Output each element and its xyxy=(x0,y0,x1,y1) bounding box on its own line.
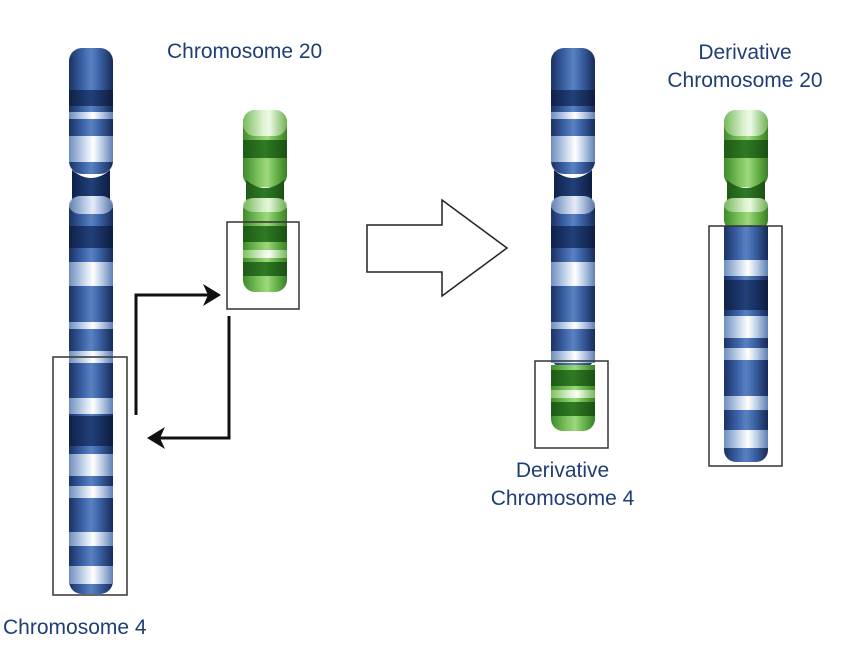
derivative-chromosome-4-label-line2: Chromosome 4 xyxy=(490,487,635,510)
arrowhead-right-icon xyxy=(203,284,221,306)
arrowhead-left-icon xyxy=(147,427,165,449)
derivative-chromosome-20-label-line2: Chromosome 20 xyxy=(667,69,823,92)
derivative-chromosome-20-segment-box xyxy=(708,225,783,467)
derivative-chromosome-20-label-line1: Derivative xyxy=(698,41,792,64)
derivative-chromosome-4-segment-box xyxy=(534,360,609,449)
translocation-arrows xyxy=(134,293,231,440)
chromosome-4-segment-box xyxy=(52,356,128,596)
chromosome-4-label: Chromosome 4 xyxy=(3,616,147,639)
chromosome-4 xyxy=(69,48,113,594)
derivative-chromosome-4 xyxy=(551,48,595,431)
derivative-chromosome-4-label: Derivative Chromosome 4 xyxy=(460,457,665,513)
result-arrow-icon xyxy=(366,198,509,298)
chromosome-20-label: Chromosome 20 xyxy=(167,40,323,63)
derivative-chromosome-20-label: Derivative Chromosome 20 xyxy=(640,39,850,95)
derivative-chromosome-4-label-line1: Derivative xyxy=(515,459,610,482)
chromosome-20 xyxy=(243,110,287,292)
chromosome-20-segment-box xyxy=(226,221,300,310)
derivative-chromosome-20 xyxy=(724,110,768,462)
